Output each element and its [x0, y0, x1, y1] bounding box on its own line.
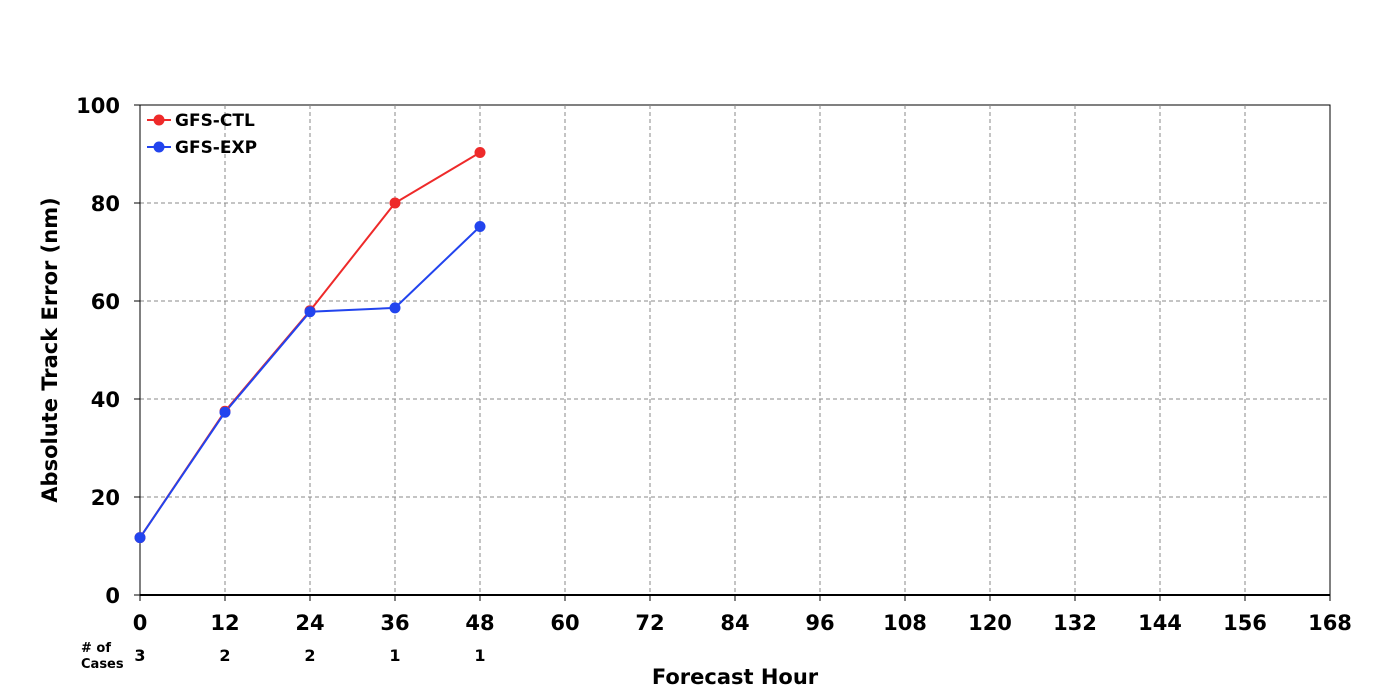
data-point-gfs-ctl [389, 197, 401, 209]
x-axis-title: Forecast Hour [652, 665, 819, 689]
cases-value: 2 [219, 646, 230, 665]
x-tick-label: 168 [1308, 611, 1352, 635]
grid-lines [140, 105, 1330, 595]
x-tick-label: 132 [1053, 611, 1097, 635]
x-tick-label: 48 [465, 611, 494, 635]
x-tick-label: 84 [720, 611, 749, 635]
x-tick-label: 12 [210, 611, 239, 635]
legend: GFS-CTL GFS-EXP [147, 111, 257, 158]
y-tick-label: 40 [91, 388, 120, 412]
cases-value: 3 [134, 646, 145, 665]
data-point-gfs-exp [219, 406, 231, 418]
cases-value: 2 [304, 646, 315, 665]
cases-row: # of Cases 3 2 2 1 1 [81, 641, 486, 672]
y-tick-labels: 0 20 40 60 80 100 [76, 94, 140, 608]
series-lines [134, 147, 486, 544]
cases-value: 1 [474, 646, 485, 665]
x-tick-label: 156 [1223, 611, 1267, 635]
x-tick-labels: 0 12 24 36 48 60 72 84 96 108 120 132 144 156 168 [133, 595, 1352, 635]
data-point-gfs-ctl [474, 147, 486, 159]
y-tick-label: 80 [91, 192, 120, 216]
x-tick-label: 120 [968, 611, 1012, 635]
legend-marker [153, 114, 165, 126]
data-point-gfs-exp [474, 221, 486, 233]
x-tick-label: 108 [883, 611, 927, 635]
x-tick-label: 144 [1138, 611, 1182, 635]
y-tick-label: 0 [105, 584, 120, 608]
legend-label: GFS-CTL [175, 111, 255, 131]
x-tick-label: 96 [805, 611, 834, 635]
legend-label: GFS-EXP [175, 138, 257, 158]
legend-marker [153, 141, 165, 153]
y-tick-label: 100 [76, 94, 120, 118]
cases-label-line2: Cases [81, 657, 124, 672]
data-point-gfs-exp [134, 532, 146, 544]
y-tick-label: 60 [91, 290, 120, 314]
y-tick-label: 20 [91, 486, 120, 510]
cases-value: 1 [389, 646, 400, 665]
y-axis-title: Absolute Track Error (nm) [38, 197, 62, 502]
x-tick-label: 0 [133, 611, 148, 635]
data-point-gfs-exp [389, 302, 401, 314]
x-tick-label: 36 [380, 611, 409, 635]
x-tick-label: 72 [635, 611, 664, 635]
cases-label-line1: # of [81, 641, 111, 656]
x-tick-label: 60 [550, 611, 579, 635]
data-point-gfs-exp [304, 306, 316, 318]
x-tick-label: 24 [295, 611, 324, 635]
